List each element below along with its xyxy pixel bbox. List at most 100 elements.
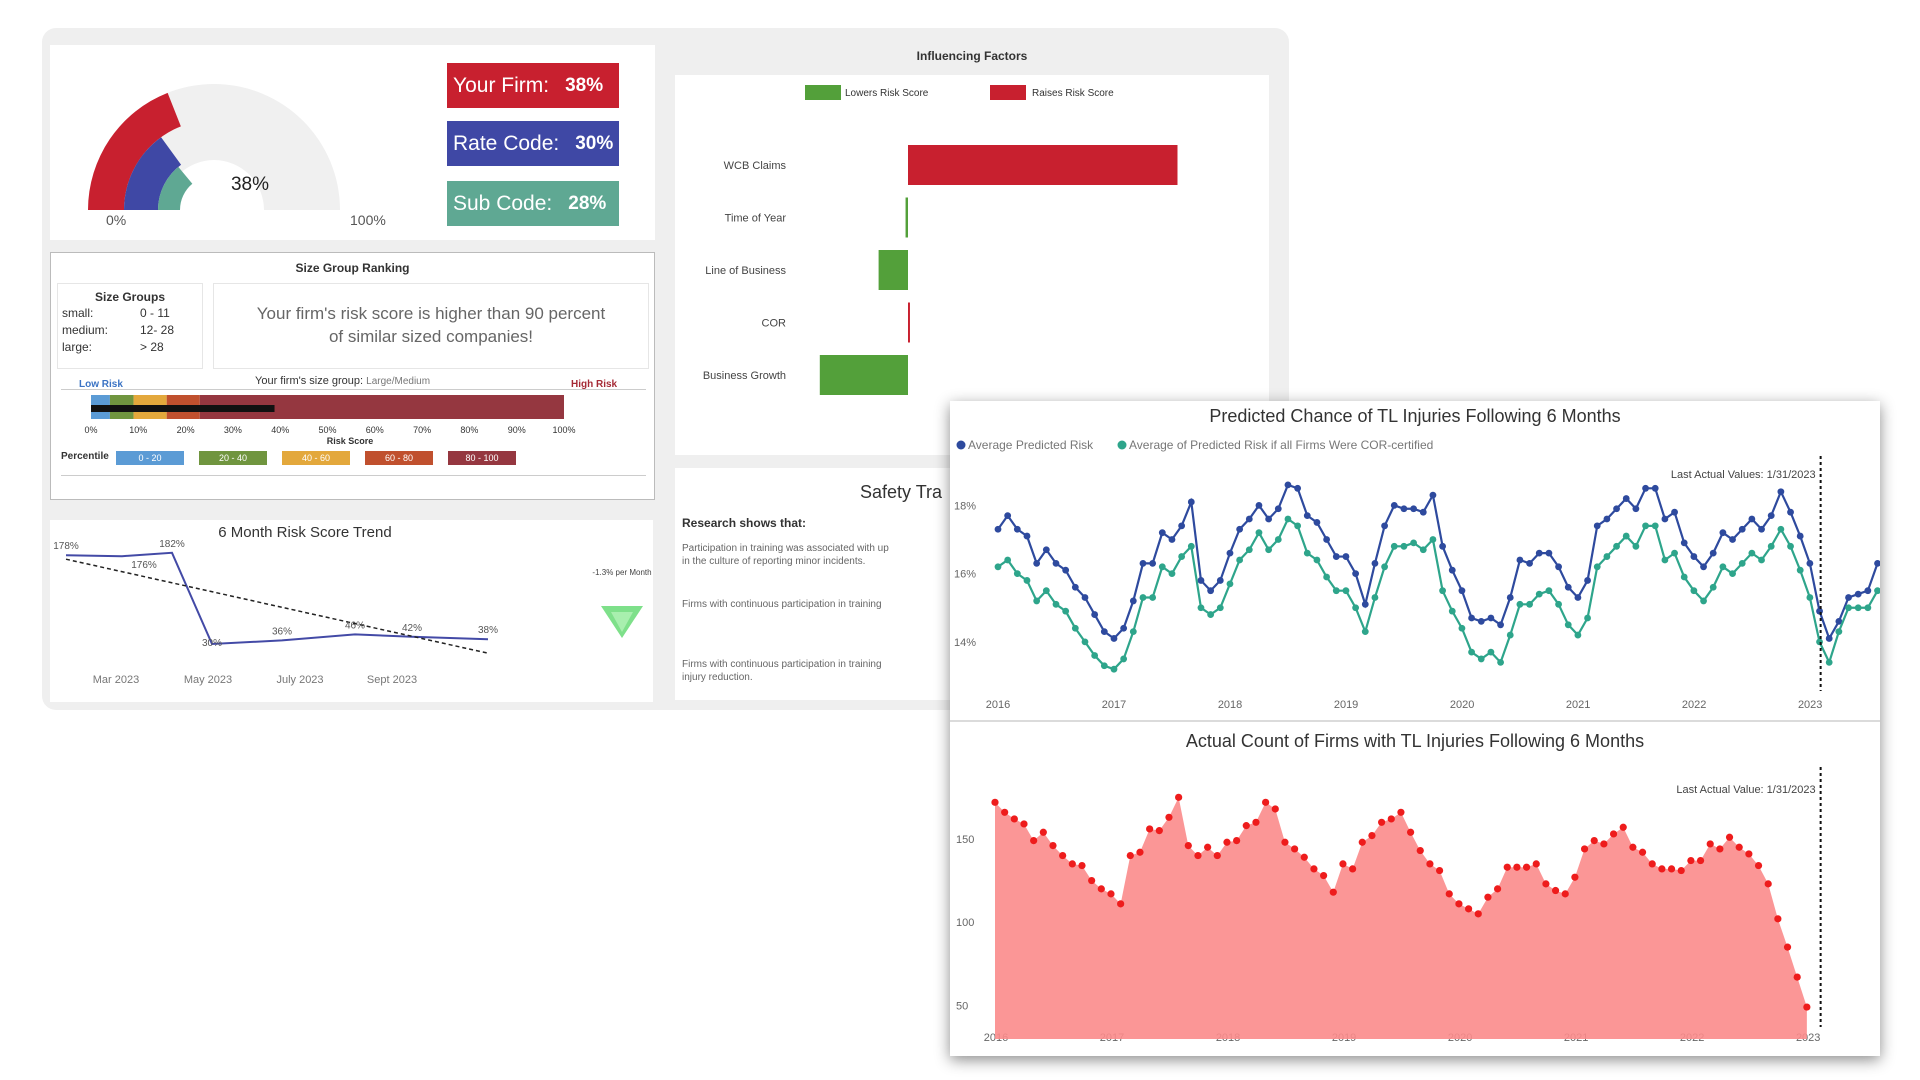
- predicted-point: [1332, 587, 1340, 595]
- predicted-point: [1294, 484, 1302, 492]
- risk-score-tick: 0%: [84, 425, 97, 435]
- predicted-point: [1854, 604, 1862, 612]
- actual-area: [995, 797, 1807, 1039]
- actual-point: [1155, 827, 1163, 835]
- predicted-point: [1390, 501, 1398, 509]
- actual-point: [1609, 830, 1618, 838]
- metric-label: Your Firm:: [453, 73, 550, 97]
- predicted-point: [1574, 594, 1582, 601]
- actual-point: [1281, 838, 1289, 846]
- size-group-value: Large/Medium: [366, 376, 431, 387]
- predicted-point: [1342, 553, 1350, 560]
- actual-point: [1667, 865, 1676, 873]
- actual-point: [1803, 1003, 1811, 1011]
- actual-point: [1464, 905, 1473, 913]
- gauge-max: 100%: [350, 212, 386, 228]
- predicted-point: [1274, 536, 1282, 543]
- predicted-point: [1178, 522, 1186, 530]
- predicted-point: [1081, 638, 1089, 646]
- predicted-point: [1816, 638, 1823, 646]
- predicted-point: [1294, 522, 1302, 530]
- predicted-point: [1651, 522, 1659, 530]
- predicted-point: [1816, 607, 1823, 615]
- predicted-point: [1661, 515, 1669, 523]
- predicted-point: [1342, 587, 1350, 595]
- risk-score-tick: 90%: [508, 425, 526, 435]
- actual-point: [1725, 833, 1734, 841]
- predicted-point: [1487, 648, 1495, 656]
- predicted-point: [1071, 624, 1079, 632]
- actual-point: [1735, 843, 1743, 851]
- predicted-point: [1603, 515, 1611, 523]
- factor-label: COR: [762, 318, 787, 330]
- predicted-point: [1100, 628, 1108, 636]
- predicted-point: [1129, 628, 1137, 636]
- actual-point: [1300, 853, 1308, 861]
- actual-point: [1059, 851, 1067, 860]
- predicted-point: [1197, 604, 1205, 612]
- actual-point: [1629, 843, 1637, 851]
- predicted-point: [1497, 621, 1504, 629]
- actual-point: [1136, 848, 1144, 856]
- actual-point: [1030, 837, 1038, 845]
- actual-point: [1165, 813, 1173, 821]
- gauge-arc-rate-code: [124, 137, 182, 210]
- actual-point: [1474, 910, 1482, 918]
- predicted-point: [1313, 556, 1321, 564]
- overlay-charts: Predicted Chance of TL Injuries Followin…: [950, 406, 1880, 1044]
- metric-value: 30%: [575, 132, 614, 154]
- percentile-chip-label: 0 - 20: [138, 453, 161, 463]
- actual-annotation: Last Actual Value: 1/31/2023: [1676, 784, 1815, 796]
- actual-point: [1561, 890, 1569, 898]
- predicted-point: [1758, 556, 1765, 564]
- predicted-point: [1129, 597, 1137, 605]
- actual-point: [1445, 890, 1453, 898]
- predicted-point: [1593, 522, 1601, 530]
- predicted-point: [1545, 549, 1553, 557]
- actual-point: [1387, 815, 1395, 823]
- predicted-point: [1168, 536, 1176, 543]
- predicted-point: [1400, 505, 1408, 513]
- factor-bar: [819, 355, 908, 395]
- trend-month-label: July 2023: [276, 674, 323, 686]
- risk-score-tick: 70%: [413, 425, 431, 435]
- predicted-point: [1584, 577, 1591, 584]
- risk-gauge: 38% 0% 100%: [88, 84, 386, 228]
- predicted-point: [1603, 553, 1611, 560]
- percentile-chip-label: 40 - 60: [302, 453, 330, 463]
- predicted-point: [1352, 570, 1360, 578]
- actual-y-tick: 100: [956, 917, 974, 929]
- predicted-point: [1767, 542, 1775, 550]
- predicted-point: [1081, 594, 1089, 601]
- factor-bar: [908, 145, 1178, 185]
- predicted-point: [1526, 600, 1533, 608]
- predicted-point: [1352, 604, 1360, 612]
- actual-point: [1793, 973, 1801, 981]
- size-group-name: medium:: [62, 323, 109, 337]
- predicted-point: [1168, 570, 1176, 578]
- predicted-point: [1284, 515, 1292, 523]
- trend-regression-line: [65, 558, 489, 654]
- actual-point: [1001, 808, 1009, 816]
- legend-raise-label: Raises Risk Score: [1032, 88, 1114, 99]
- predicted-point: [1381, 522, 1389, 530]
- predicted-point: [1835, 617, 1843, 625]
- actual-point: [1600, 840, 1608, 848]
- predicted-point: [1845, 604, 1852, 612]
- predicted-point: [1033, 559, 1041, 567]
- actual-point: [1696, 856, 1705, 865]
- predicted-point: [1226, 549, 1234, 557]
- actual-point: [1532, 860, 1540, 868]
- predicted-y-tick: 14%: [954, 637, 976, 649]
- trend-data-label: 38%: [478, 625, 498, 636]
- predicted-point: [1796, 566, 1804, 574]
- predicted-point: [1052, 600, 1060, 608]
- actual-point: [1271, 805, 1279, 813]
- predicted-point: [1622, 495, 1630, 502]
- factors-panel: Influencing Factors Lowers Risk Score Ra…: [675, 45, 1269, 455]
- predicted-point: [1439, 587, 1446, 595]
- predicted-point: [1661, 556, 1669, 564]
- legend-marker: [1117, 440, 1127, 450]
- predicted-point: [1216, 577, 1224, 584]
- predicted-point: [1323, 536, 1331, 543]
